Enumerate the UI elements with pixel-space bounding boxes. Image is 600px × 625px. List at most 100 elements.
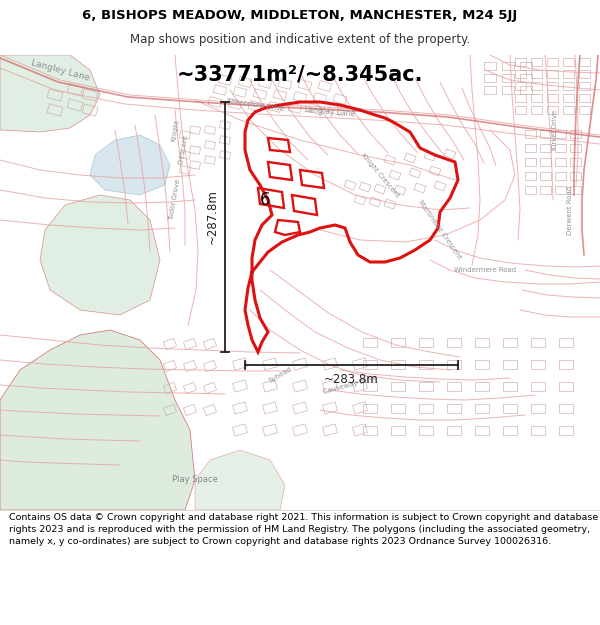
Bar [547,58,557,66]
Bar [359,182,371,192]
Bar [263,380,277,392]
Bar [409,168,421,178]
Bar [163,338,176,349]
Bar [563,94,574,102]
Bar [233,424,247,436]
Bar [363,359,377,369]
Bar [563,58,574,66]
Bar [205,156,215,164]
Bar [530,94,542,102]
Bar [569,144,581,152]
Bar [569,158,581,166]
Bar [444,149,456,159]
Bar [524,158,536,166]
Bar [190,146,200,154]
Bar [531,338,545,346]
Polygon shape [0,55,100,132]
Bar [563,106,574,114]
Bar [434,181,446,191]
Text: ~283.8m: ~283.8m [324,373,379,386]
Bar [323,380,337,392]
Bar [563,70,574,78]
Text: Knight Crescent: Knight Crescent [360,152,400,198]
Bar [530,70,542,78]
Bar [293,92,307,103]
Bar [203,404,217,416]
Bar [539,186,551,194]
Bar [384,199,396,209]
Bar [328,104,342,116]
Bar [293,380,307,392]
Text: Crescent: Crescent [178,134,188,166]
Bar [293,424,307,436]
Bar [502,62,514,70]
Text: Causeway Drive: Causeway Drive [322,375,378,395]
Bar [539,172,551,180]
Bar [233,358,247,370]
Bar [520,62,532,70]
Text: Langley Lane: Langley Lane [304,105,356,119]
Bar [293,358,307,370]
Bar [524,130,536,138]
Bar [363,426,377,434]
Bar [569,130,581,138]
Polygon shape [40,195,160,315]
Text: Tudor Grove: Tudor Grove [169,179,182,221]
Text: Play Space: Play Space [172,476,218,484]
Bar [258,78,272,88]
Bar [503,338,517,346]
Bar [424,151,436,161]
Bar [218,74,232,86]
Bar [313,92,327,103]
Bar [391,338,405,346]
Bar [391,404,405,412]
Bar [293,402,307,414]
Bar [190,126,200,134]
Bar [475,381,489,391]
Bar [547,70,557,78]
Bar [353,402,367,414]
Text: Knight: Knight [170,118,180,142]
Bar [559,426,573,434]
Text: Contains OS data © Crown copyright and database right 2021. This information is : Contains OS data © Crown copyright and d… [9,514,598,546]
Bar [484,86,496,94]
Bar [578,106,589,114]
Text: ~287.8m: ~287.8m [206,189,219,244]
Bar [554,158,566,166]
Bar [208,97,222,108]
Bar [530,46,542,54]
Text: Langley Lane: Langley Lane [29,58,91,82]
Bar [447,359,461,369]
Bar [263,424,277,436]
Bar [248,101,262,111]
Text: Syhead: Syhead [267,366,293,384]
Bar [530,58,542,66]
Bar [419,404,433,412]
Bar [559,404,573,412]
Bar [220,136,230,144]
Bar [354,195,366,205]
Bar [391,426,405,434]
Bar [503,426,517,434]
Bar [475,338,489,346]
Bar [369,197,381,207]
Bar [288,102,302,113]
Bar [554,130,566,138]
Bar [233,380,247,392]
Bar [363,381,377,391]
Bar [363,404,377,412]
Bar [524,186,536,194]
Bar [447,404,461,412]
Bar [203,338,217,349]
Bar [419,359,433,369]
Bar [475,359,489,369]
Bar [163,382,176,394]
Bar [184,338,197,349]
Bar [530,106,542,114]
Bar [524,144,536,152]
Bar [530,82,542,90]
Bar [353,424,367,436]
Bar [389,170,401,180]
Bar [67,84,83,96]
Bar [184,404,197,416]
